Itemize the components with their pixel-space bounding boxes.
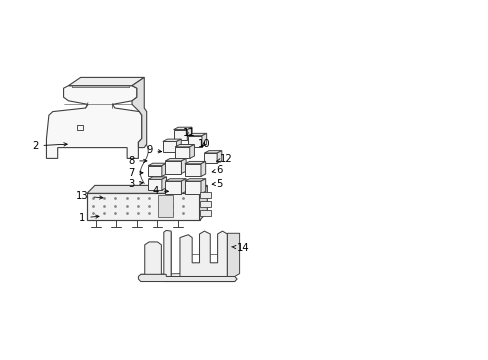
Polygon shape [165, 179, 186, 181]
Polygon shape [163, 141, 176, 152]
Polygon shape [187, 127, 192, 140]
Polygon shape [200, 210, 211, 216]
Polygon shape [200, 201, 211, 207]
Text: 8: 8 [128, 156, 146, 166]
Text: 2: 2 [32, 141, 67, 151]
Polygon shape [162, 163, 166, 176]
Text: 1: 1 [79, 213, 99, 223]
Polygon shape [162, 177, 166, 190]
Polygon shape [163, 139, 181, 141]
Polygon shape [148, 177, 166, 179]
Text: 7: 7 [127, 168, 142, 178]
Polygon shape [165, 181, 181, 194]
Text: 6: 6 [212, 165, 222, 175]
Polygon shape [217, 150, 222, 163]
Polygon shape [184, 161, 205, 164]
Polygon shape [46, 86, 142, 158]
Polygon shape [184, 179, 205, 181]
Polygon shape [87, 185, 207, 193]
Text: 9: 9 [145, 145, 161, 156]
Text: 12: 12 [216, 154, 232, 164]
Polygon shape [176, 139, 181, 152]
Polygon shape [173, 130, 187, 140]
Polygon shape [163, 230, 234, 282]
Polygon shape [199, 185, 207, 220]
Polygon shape [141, 242, 166, 278]
Polygon shape [175, 144, 194, 147]
Polygon shape [184, 181, 201, 194]
Polygon shape [184, 164, 201, 176]
Text: 3: 3 [128, 179, 142, 189]
Polygon shape [204, 153, 217, 163]
Polygon shape [202, 133, 206, 147]
Polygon shape [165, 161, 181, 174]
Polygon shape [189, 144, 194, 158]
Polygon shape [68, 77, 144, 86]
Text: 13: 13 [76, 191, 102, 201]
Polygon shape [158, 195, 172, 217]
Polygon shape [173, 127, 192, 130]
Polygon shape [87, 193, 199, 220]
Polygon shape [188, 136, 202, 147]
Polygon shape [201, 179, 205, 194]
Polygon shape [148, 163, 166, 166]
Polygon shape [201, 161, 205, 176]
Polygon shape [148, 166, 162, 176]
Polygon shape [132, 77, 146, 148]
Polygon shape [181, 158, 186, 174]
Polygon shape [138, 274, 237, 282]
Text: 4: 4 [152, 186, 168, 196]
Polygon shape [204, 150, 222, 153]
Polygon shape [200, 192, 211, 198]
Text: 14: 14 [231, 243, 249, 253]
Text: 10: 10 [198, 139, 210, 149]
Polygon shape [148, 179, 162, 190]
Polygon shape [227, 233, 239, 276]
Polygon shape [165, 158, 186, 161]
Polygon shape [175, 147, 189, 158]
Text: 5: 5 [212, 179, 222, 189]
Polygon shape [188, 133, 206, 136]
Polygon shape [181, 179, 186, 194]
Text: 11: 11 [183, 128, 196, 138]
